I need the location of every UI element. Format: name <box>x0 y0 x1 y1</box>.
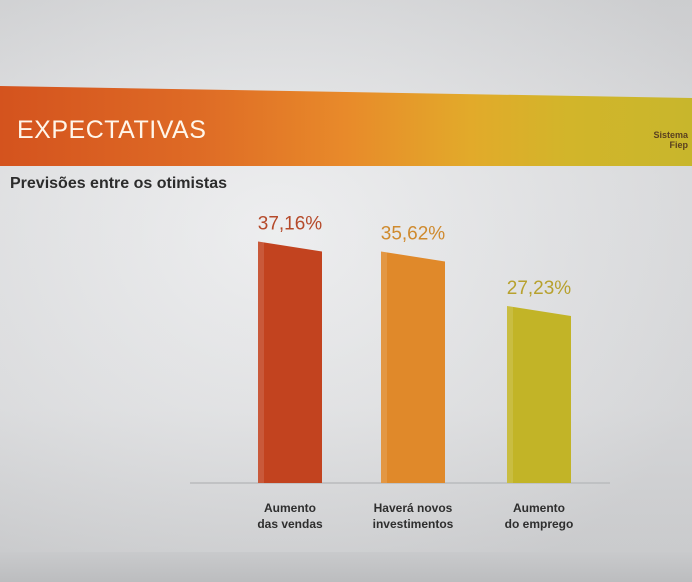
bar-3 <box>507 306 571 483</box>
brand-line-1: Sistema <box>653 130 688 140</box>
category-label-2-line-2: investimentos <box>373 517 454 531</box>
bar-highlight-2 <box>381 251 387 483</box>
bar-highlight-1 <box>258 241 264 483</box>
category-label-1-line-2: das vendas <box>257 517 323 531</box>
data-label-2: 35,62% <box>381 223 446 244</box>
category-label-3-line-2: do emprego <box>505 517 574 531</box>
bar-2 <box>381 251 445 483</box>
category-label-2-line-1: Haverá novos <box>374 501 453 515</box>
category-label-3-line-1: Aumento <box>513 501 565 515</box>
data-label-3: 27,23% <box>507 278 572 299</box>
bar-1 <box>258 241 322 483</box>
page-title: EXPECTATIVAS <box>17 116 207 144</box>
bar-highlight-3 <box>507 306 513 483</box>
data-label-1: 37,16% <box>258 213 323 234</box>
header-banner <box>0 86 692 166</box>
brand-line-2: Fiep <box>669 140 688 150</box>
category-label-1-line-1: Aumento <box>264 501 316 515</box>
chart-subtitle: Previsões entre os otimistas <box>10 175 227 192</box>
brand-logo: Sistema Fiep <box>653 130 688 150</box>
page-bottom-edge <box>0 552 692 582</box>
